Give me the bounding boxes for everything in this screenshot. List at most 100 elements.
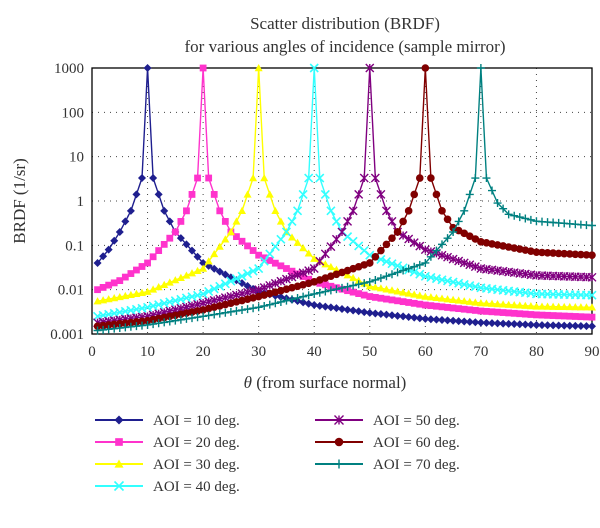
data-point xyxy=(393,311,402,320)
data-point xyxy=(99,284,107,291)
series-50 xyxy=(93,63,597,328)
data-point xyxy=(332,304,341,313)
data-point xyxy=(465,297,474,305)
data-point xyxy=(399,312,408,321)
series-line xyxy=(97,67,593,318)
data-point xyxy=(370,173,380,183)
data-point xyxy=(532,320,541,329)
data-point xyxy=(304,266,314,276)
data-point xyxy=(426,293,435,301)
data-point xyxy=(349,281,358,290)
data-point xyxy=(143,287,152,295)
data-point xyxy=(343,282,352,291)
data-point xyxy=(433,302,440,310)
data-point xyxy=(377,294,385,302)
data-point xyxy=(115,319,124,328)
data-point xyxy=(310,301,319,310)
data-point xyxy=(360,279,369,288)
data-point xyxy=(477,307,485,315)
data-point xyxy=(460,305,468,313)
data-point xyxy=(404,313,413,322)
data-point xyxy=(392,261,403,271)
data-point xyxy=(483,307,490,315)
x-tick-label: 60 xyxy=(418,344,433,360)
data-point xyxy=(215,267,224,276)
data-point xyxy=(155,247,163,254)
data-point xyxy=(465,190,474,199)
data-point xyxy=(138,317,146,326)
legend-swatch-marker xyxy=(113,480,125,492)
data-point xyxy=(437,250,447,260)
data-point xyxy=(560,302,569,311)
data-point xyxy=(388,286,396,294)
data-point xyxy=(210,310,219,319)
data-point xyxy=(299,298,308,307)
data-point xyxy=(249,304,258,313)
legend-item-30: AOI = 30 deg. xyxy=(95,457,240,473)
data-point xyxy=(366,293,374,300)
data-point xyxy=(388,311,396,320)
data-point xyxy=(549,312,557,319)
data-point xyxy=(521,301,530,309)
data-point xyxy=(254,285,264,295)
data-point xyxy=(555,312,563,320)
data-point xyxy=(399,266,408,275)
data-point xyxy=(281,227,292,237)
data-point xyxy=(309,264,319,274)
data-point xyxy=(199,264,208,272)
x-tick-label: 90 xyxy=(585,344,600,360)
x-tick-label: 30 xyxy=(251,344,266,360)
data-point xyxy=(304,299,313,308)
data-point xyxy=(194,174,201,182)
data-point xyxy=(588,221,596,230)
data-point xyxy=(399,217,407,226)
data-point xyxy=(405,299,413,306)
data-point xyxy=(421,292,430,300)
data-point xyxy=(521,214,530,223)
data-point xyxy=(121,273,129,281)
data-point xyxy=(238,237,246,245)
data-point xyxy=(560,312,568,320)
data-point xyxy=(132,190,141,199)
data-point xyxy=(388,234,396,242)
y-tick-label: 10 xyxy=(69,150,84,166)
data-point xyxy=(476,64,485,72)
data-point xyxy=(204,297,214,307)
data-point xyxy=(177,218,185,225)
data-point xyxy=(376,284,385,292)
data-point xyxy=(571,321,580,330)
data-point xyxy=(292,206,303,216)
data-point xyxy=(438,303,446,311)
data-point xyxy=(488,319,496,328)
data-point xyxy=(332,265,341,273)
data-point xyxy=(321,302,330,311)
data-point xyxy=(410,262,419,271)
data-point xyxy=(504,300,513,308)
data-point xyxy=(438,207,446,215)
data-point xyxy=(576,303,585,311)
data-point xyxy=(337,227,347,237)
y-tick-label: 0.1 xyxy=(65,238,84,254)
data-point xyxy=(149,285,158,293)
data-point xyxy=(127,270,135,277)
data-point xyxy=(521,310,529,318)
x-tick-label: 40 xyxy=(307,344,322,360)
data-point xyxy=(260,301,269,310)
data-point xyxy=(193,313,202,322)
x-axis-label-text: (from surface normal) xyxy=(256,373,406,392)
data-point xyxy=(310,254,319,262)
data-point xyxy=(115,227,124,236)
data-point xyxy=(455,305,463,313)
data-point xyxy=(271,299,280,308)
data-point xyxy=(154,283,163,291)
data-point xyxy=(376,274,385,283)
legend-item-20: AOI = 20 deg. xyxy=(95,435,240,451)
data-point xyxy=(220,293,230,303)
data-point xyxy=(299,244,308,252)
data-point xyxy=(515,301,524,309)
data-point xyxy=(415,291,424,299)
plot-frame xyxy=(91,67,593,335)
data-point xyxy=(182,271,191,279)
data-point xyxy=(138,263,146,270)
data-point xyxy=(449,227,458,236)
